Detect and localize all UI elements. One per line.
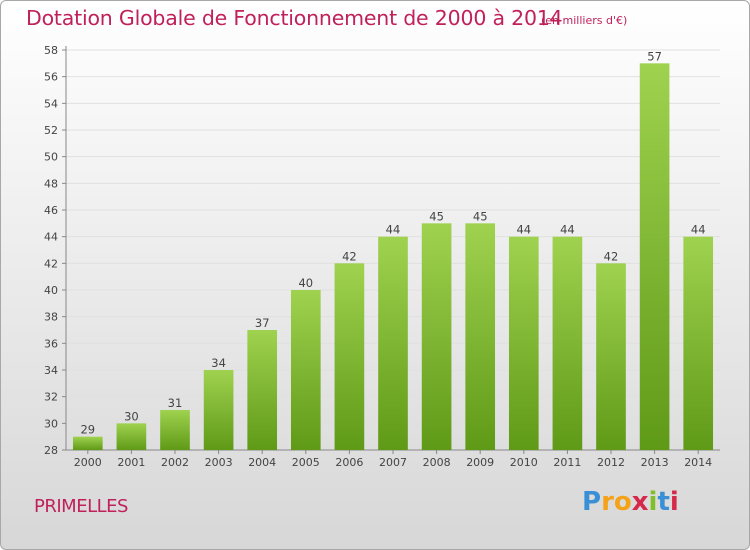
y-tick-label: 36 <box>44 337 58 350</box>
y-tick-labels: 28 30 32 34 36 38 40 42 44 46 48 50 52 54 56 58 <box>44 44 58 457</box>
y-tick-label: 54 <box>44 97 58 110</box>
bar <box>465 223 496 450</box>
x-tick-label: 2006 <box>335 456 363 469</box>
x-tick-label: 2012 <box>597 456 625 469</box>
y-tick-label: 38 <box>44 311 58 324</box>
y-tick-label: 56 <box>44 71 58 84</box>
bar <box>72 436 103 450</box>
data-label: 30 <box>124 409 139 423</box>
data-label: 40 <box>298 276 313 290</box>
x-tick-label: 2005 <box>292 456 320 469</box>
logo-letter: t <box>657 487 670 517</box>
data-label: 44 <box>386 223 401 237</box>
bar <box>203 370 234 450</box>
data-label: 29 <box>80 423 95 437</box>
bar <box>290 290 321 450</box>
logo-letter: i <box>669 487 679 517</box>
data-label: 45 <box>429 209 444 223</box>
x-tick-label: 2008 <box>423 456 451 469</box>
chart-title: Dotation Globale de Fonctionnement de 20… <box>26 6 563 30</box>
bars <box>72 63 714 450</box>
bar <box>378 236 408 450</box>
data-label: 44 <box>691 223 706 237</box>
logo-letter: x <box>631 487 649 517</box>
chart-unit-note: (en milliers d'€) <box>541 14 628 27</box>
x-tick-label: 2014 <box>684 456 712 469</box>
x-tick-label: 2007 <box>379 456 407 469</box>
x-tick-label: 2010 <box>510 456 538 469</box>
x-tick-label: 2011 <box>553 456 581 469</box>
bar <box>116 423 147 450</box>
bar <box>639 63 670 450</box>
data-label: 31 <box>168 396 183 410</box>
data-labels: 29 30 31 34 37 40 42 44 45 45 44 44 42 57 44 <box>80 49 705 436</box>
x-tick-label: 2013 <box>641 456 669 469</box>
bar <box>683 236 714 450</box>
logo-letter: P <box>582 487 602 517</box>
data-label: 57 <box>647 49 662 63</box>
x-tick-label: 2000 <box>74 456 102 469</box>
logo-letter: i <box>648 487 658 517</box>
data-label: 42 <box>342 249 357 263</box>
y-tick-label: 42 <box>44 257 58 270</box>
data-label: 44 <box>560 223 575 237</box>
x-tick-label: 2003 <box>205 456 233 469</box>
bar <box>421 223 452 450</box>
bar <box>596 263 626 450</box>
bar <box>247 330 278 450</box>
y-tick-label: 32 <box>44 391 58 404</box>
data-label: 44 <box>516 223 531 237</box>
proxiti-logo[interactable]: Proxiti <box>582 487 679 517</box>
data-label: 42 <box>604 249 619 263</box>
y-tick-label: 58 <box>44 44 58 57</box>
bar <box>508 236 539 450</box>
logo-letter: o <box>613 487 632 517</box>
data-label: 34 <box>211 356 226 370</box>
y-tick-label: 52 <box>44 124 58 137</box>
x-tick-label: 2004 <box>248 456 276 469</box>
data-label: 45 <box>473 209 488 223</box>
y-tick-label: 30 <box>44 417 58 430</box>
y-tick-label: 44 <box>44 231 58 244</box>
y-tick-label: 48 <box>44 177 58 190</box>
x-tick-label: 2009 <box>466 456 494 469</box>
commune-name: PRIMELLES <box>34 496 128 517</box>
y-tick-label: 34 <box>44 364 58 377</box>
bar <box>552 236 583 450</box>
data-label: 37 <box>255 316 270 330</box>
x-tick-label: 2001 <box>117 456 145 469</box>
logo-letter: r <box>601 487 614 517</box>
bar <box>334 263 365 450</box>
x-tick-label: 2002 <box>161 456 189 469</box>
bar <box>160 410 190 450</box>
y-tick-label: 40 <box>44 284 58 297</box>
y-tick-label: 50 <box>44 151 58 164</box>
y-tick-label: 28 <box>44 444 58 457</box>
x-tick-labels: 2000 2001 2002 2003 2004 2005 2006 2007 2008 2009… <box>74 456 712 469</box>
y-tick-label: 46 <box>44 204 58 217</box>
